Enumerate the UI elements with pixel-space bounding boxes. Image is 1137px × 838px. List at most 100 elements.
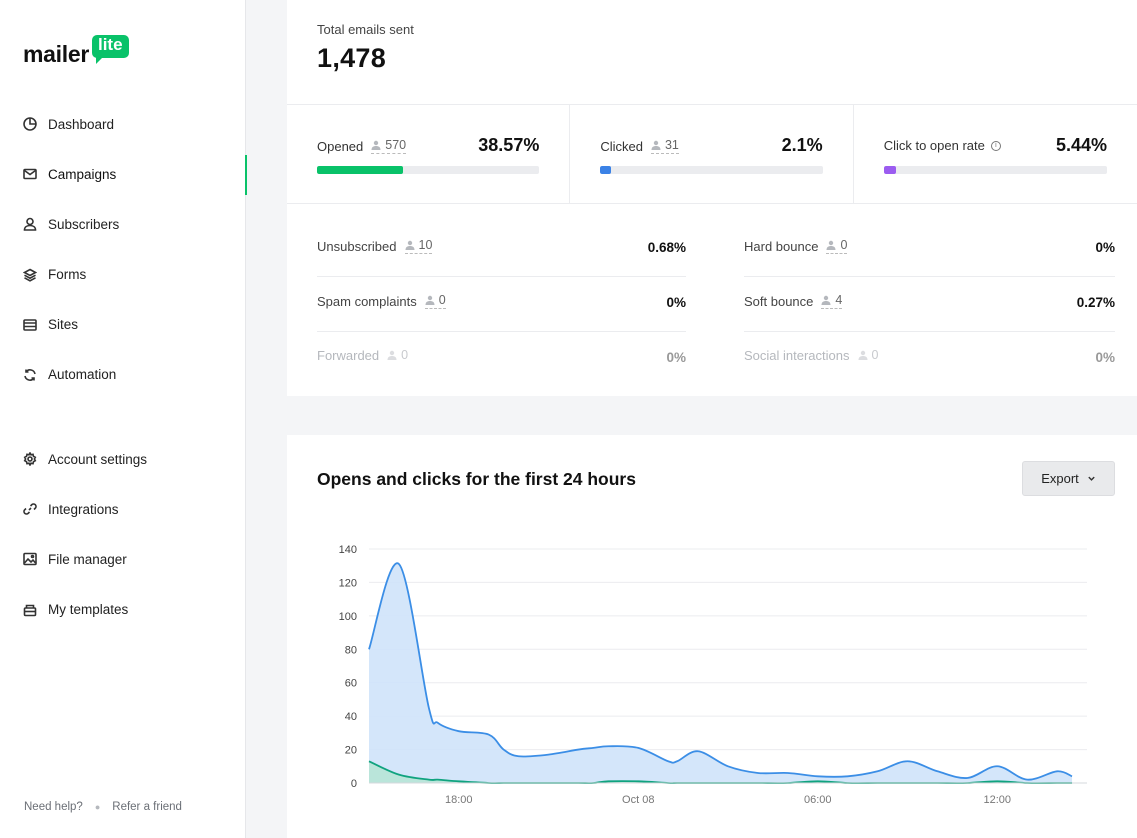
metric-label-group: Hard bounce 0	[744, 238, 848, 254]
cto-progress-bar	[883, 166, 1108, 174]
metric-label-group: Unsubscribed 10	[317, 238, 433, 254]
clicks-series-area	[369, 761, 1073, 784]
browser-icon	[23, 318, 37, 332]
sidebar-item-account-settings[interactable]: Account settings	[0, 441, 246, 477]
sidebar-item-my-templates[interactable]: My templates	[0, 592, 246, 628]
metric-label: Unsubscribed	[317, 238, 397, 254]
y-tick-label: 100	[339, 611, 357, 623]
divider	[287, 203, 1137, 204]
metric-label: Social interactions	[744, 348, 850, 363]
click-to-open-rate: Click to open rate i 5.44%	[854, 104, 1137, 204]
metric-count-value: 0	[438, 293, 446, 307]
y-tick-label: 0	[351, 778, 357, 790]
layers-icon	[23, 268, 37, 282]
info-icon[interactable]: i	[990, 140, 1001, 151]
cto-percent: 5.44%	[1055, 135, 1108, 155]
metric-value: 0%	[1095, 350, 1115, 365]
footer-separator: ●	[94, 802, 101, 812]
metric-count: 0	[858, 348, 879, 363]
need-help-link[interactable]: Need help?	[24, 801, 83, 813]
metric-count-value: 10	[418, 238, 433, 252]
opened-percent: 38.57%	[478, 135, 540, 155]
logo-badge: lite	[91, 35, 129, 64]
export-button[interactable]: Export	[1022, 461, 1115, 496]
cto-label: Click to open rate	[883, 138, 985, 153]
sidebar-footer: Need help? ● Refer a friend	[24, 801, 182, 813]
metric-social-interactions: Social interactions 0 0%	[744, 332, 1115, 387]
opened-rate: Opened 570 38.57%	[287, 104, 571, 204]
link-icon	[23, 502, 37, 516]
refer-friend-link[interactable]: Refer a friend	[112, 801, 182, 813]
y-tick-label: 40	[345, 711, 357, 723]
divider	[287, 104, 1137, 105]
metric-count[interactable]: 0	[424, 293, 446, 309]
x-tick-label: 06:00	[804, 794, 832, 806]
cto-label-group: Click to open rate i	[884, 138, 1001, 153]
dashboard-icon	[23, 117, 37, 131]
image-icon	[23, 552, 37, 566]
y-tick-label: 20	[345, 745, 357, 757]
sidebar-item-forms[interactable]: Forms	[0, 257, 246, 293]
metric-value: 0.68%	[647, 240, 686, 255]
sidebar-item-campaigns[interactable]: Campaigns	[0, 155, 247, 196]
mailerlite-logo[interactable]: mailer lite	[23, 32, 129, 66]
export-label: Export	[1041, 471, 1079, 486]
clicked-progress-bar	[600, 166, 823, 174]
sidebar-item-file-manager[interactable]: File manager	[0, 541, 246, 577]
clicked-progress-fill	[600, 166, 612, 174]
opened-label: Opened	[317, 138, 364, 154]
sidebar-item-label: Automation	[48, 367, 117, 383]
x-tick-label: 18:00	[445, 794, 473, 806]
y-tick-label: 80	[345, 644, 357, 656]
opens-clicks-chart-card: Opens and clicks for the first 24 hours …	[287, 435, 1137, 838]
campaign-stats-card: Total emails sent 1,478 Opened 570 38.57…	[287, 0, 1137, 396]
person-icon	[387, 350, 397, 360]
opens-series-area	[369, 563, 1073, 783]
person-icon	[651, 140, 661, 150]
opened-count-value: 570	[385, 138, 407, 152]
sidebar-item-automation[interactable]: Automation	[0, 357, 246, 393]
sidebar-item-label: Sites	[48, 317, 79, 333]
sidebar-item-label: Dashboard	[48, 116, 115, 132]
sidebar-item-sites[interactable]: Sites	[0, 307, 246, 343]
sidebar-item-label: File manager	[48, 551, 127, 567]
metric-count[interactable]: 0	[826, 238, 848, 254]
total-emails-value: 1,478	[317, 43, 387, 73]
metric-value: 0%	[666, 350, 686, 365]
metrics-left: Unsubscribed 10 0.68% Spam complaints 0 …	[317, 222, 686, 387]
y-tick-label: 60	[345, 678, 357, 690]
clicked-count[interactable]: 31	[650, 138, 679, 154]
opens-series-line	[368, 562, 1073, 781]
logo-wordmark: mailer	[23, 41, 89, 67]
sidebar: mailer lite Dashboard Campaigns Subscrib…	[0, 0, 247, 838]
metric-count-value: 0	[401, 348, 409, 362]
person-icon	[425, 295, 435, 305]
metric-spam-complaints: Spam complaints 0 0%	[317, 277, 686, 332]
metric-soft-bounce: Soft bounce 4 0.27%	[744, 277, 1115, 332]
refresh-icon	[23, 368, 37, 382]
metric-count-value: 4	[835, 293, 843, 307]
chevron-down-icon	[1088, 476, 1095, 481]
metric-label: Hard bounce	[744, 238, 819, 254]
cto-progress-fill	[883, 166, 896, 174]
y-tick-label: 140	[339, 544, 357, 556]
sidebar-item-label: My templates	[48, 602, 129, 618]
metric-value: 0%	[1095, 240, 1115, 255]
sidebar-item-label: Forms	[48, 267, 87, 283]
person-icon	[858, 350, 867, 360]
metric-count[interactable]: 4	[821, 293, 843, 309]
metric-label-group: Soft bounce 4	[744, 293, 843, 309]
template-icon	[23, 603, 37, 617]
opened-progress-bar	[317, 166, 540, 174]
x-tick-label: Oct 08	[622, 794, 654, 806]
metric-label-group: Social interactions 0	[744, 348, 878, 363]
metric-count-value: 0	[871, 348, 879, 362]
sidebar-item-integrations[interactable]: Integrations	[0, 491, 246, 527]
sidebar-item-dashboard[interactable]: Dashboard	[0, 106, 246, 142]
opened-count[interactable]: 570	[371, 138, 407, 154]
metric-count[interactable]: 10	[404, 238, 433, 254]
metric-value: 0%	[666, 295, 686, 310]
sidebar-item-subscribers[interactable]: Subscribers	[0, 206, 246, 242]
metric-label: Soft bounce	[744, 293, 814, 309]
user-icon	[23, 217, 37, 232]
